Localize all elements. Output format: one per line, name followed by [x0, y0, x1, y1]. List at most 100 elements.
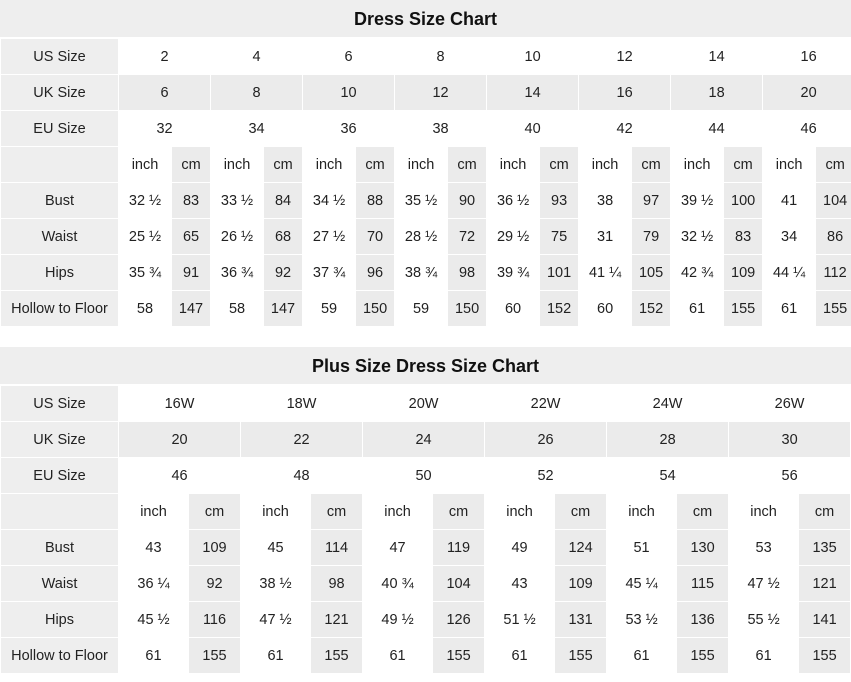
- measurement-cm-value: 150: [447, 290, 488, 327]
- measurement-cm-value: 92: [187, 565, 242, 602]
- size-chart-plus: Plus Size Dress Size Chart US Size 16W 18W 2…: [0, 347, 851, 674]
- eu-size-cell: 36: [302, 110, 396, 147]
- measurement-cm-value: 155: [798, 637, 851, 674]
- unit-header-cm: cm: [170, 146, 212, 183]
- uk-size-cell: 28: [606, 421, 730, 458]
- size-table: US Size 2 4 6 8 10 12 14 16 UK Size 6 8 10 12 14 16 18 20…: [0, 38, 851, 327]
- measurement-cm-value: 155: [432, 637, 486, 674]
- uk-size-cell: 10: [302, 74, 396, 111]
- measurement-cm-value: 100: [723, 182, 764, 219]
- measurement-inch-value: 59: [302, 290, 357, 327]
- us-size-cell: 6: [302, 38, 396, 75]
- measurement-cm-value: 86: [815, 218, 851, 255]
- measurement-inch-value: 34 ½: [302, 182, 357, 219]
- table-row-measurement: Hollow to Floor 58 147 58 147 59 150 59 150 60 152…: [0, 290, 851, 327]
- row-label: EU Size: [0, 110, 119, 147]
- measurement-inch-value: 38 ½: [240, 565, 312, 602]
- measurement-inch-value: 45 ½: [118, 601, 189, 638]
- measurement-inch-value: 38 ¾: [394, 254, 449, 291]
- measurement-label: Hollow to Floor: [0, 290, 119, 327]
- uk-size-cell: 26: [484, 421, 608, 458]
- uk-size-cell: 20: [117, 421, 242, 458]
- measurement-inch-value: 33 ½: [210, 182, 265, 219]
- uk-size-cell: 14: [486, 74, 580, 111]
- table-row-measurement: Waist 25 ½ 65 26 ½ 68 27 ½ 70 28 ½ 72 29 ½ 75 31 79 3…: [0, 218, 851, 255]
- us-size-cell: 4: [210, 38, 304, 75]
- measurement-inch-value: 34: [762, 218, 817, 255]
- measurement-cm-value: 155: [815, 290, 851, 327]
- measurement-cm-value: 124: [554, 529, 608, 566]
- unit-header-cm: cm: [631, 146, 672, 183]
- measurement-cm-value: 147: [263, 290, 304, 327]
- us-size-cell: 16: [762, 38, 851, 75]
- unit-header-cm: cm: [676, 493, 730, 530]
- unit-header-cm: cm: [723, 146, 764, 183]
- table-row-eu-size: EU Size 32 34 36 38 40 42 44 46: [0, 110, 851, 147]
- eu-size-cell: 44: [670, 110, 764, 147]
- eu-size-cell: 38: [394, 110, 488, 147]
- chart-separator: [0, 327, 851, 347]
- measurement-inch-value: 40 ¾: [362, 565, 434, 602]
- measurement-cm-value: 112: [815, 254, 851, 291]
- measurement-inch-value: 61: [728, 637, 800, 674]
- measurement-inch-value: 60: [486, 290, 541, 327]
- measurement-cm-value: 90: [447, 182, 488, 219]
- eu-size-cell: 42: [578, 110, 672, 147]
- row-label-units: [0, 146, 119, 183]
- measurement-inch-value: 61: [362, 637, 434, 674]
- measurement-cm-value: 72: [447, 218, 488, 255]
- table-row-us-size: US Size 2 4 6 8 10 12 14 16: [0, 38, 851, 75]
- measurement-label: Bust: [0, 182, 119, 219]
- measurement-cm-value: 75: [539, 218, 580, 255]
- measurement-label: Bust: [0, 529, 119, 566]
- uk-size-cell: 18: [670, 74, 764, 111]
- measurement-inch-value: 39 ½: [670, 182, 725, 219]
- us-size-cell: 16W: [117, 385, 242, 422]
- us-size-cell: 12: [578, 38, 672, 75]
- measurement-cm-value: 155: [187, 637, 242, 674]
- measurement-inch-value: 60: [578, 290, 633, 327]
- measurement-inch-value: 43: [118, 529, 189, 566]
- measurement-cm-value: 152: [631, 290, 672, 327]
- unit-header-cm: cm: [187, 493, 242, 530]
- measurement-inch-value: 31: [578, 218, 633, 255]
- measurement-cm-value: 141: [798, 601, 851, 638]
- table-row-measurement: Bust 32 ½ 83 33 ½ 84 34 ½ 88 35 ½ 90 36 ½ 93 38 97 39…: [0, 182, 851, 219]
- unit-header-cm: cm: [798, 493, 851, 530]
- measurement-inch-value: 49: [484, 529, 556, 566]
- measurement-inch-value: 26 ½: [210, 218, 265, 255]
- measurement-inch-value: 29 ½: [486, 218, 541, 255]
- measurement-cm-value: 119: [432, 529, 486, 566]
- measurement-inch-value: 58: [118, 290, 172, 327]
- measurement-cm-value: 136: [676, 601, 730, 638]
- eu-size-cell: 32: [117, 110, 212, 147]
- size-table: US Size 16W 18W 20W 22W 24W 26W UK Size 20 22 24 26…: [0, 385, 851, 674]
- uk-size-cell: 24: [362, 421, 486, 458]
- measurement-inch-value: 27 ½: [302, 218, 357, 255]
- measurement-inch-value: 47: [362, 529, 434, 566]
- table-row-measurement: Hollow to Floor 61 155 61 155 61 155 61 155 61 155…: [0, 637, 851, 674]
- measurement-cm-value: 155: [676, 637, 730, 674]
- row-label: UK Size: [0, 74, 119, 111]
- unit-header-inch: inch: [302, 146, 357, 183]
- measurement-inch-value: 36 ¾: [210, 254, 265, 291]
- uk-size-cell: 16: [578, 74, 672, 111]
- measurement-cm-value: 147: [170, 290, 212, 327]
- measurement-inch-value: 61: [606, 637, 678, 674]
- measurement-cm-value: 88: [355, 182, 396, 219]
- size-chart-standard: Dress Size Chart US Size 2 4 6 8 10 12 14 16 UK Si…: [0, 0, 851, 327]
- eu-size-cell: 54: [606, 457, 730, 494]
- unit-header-cm: cm: [554, 493, 608, 530]
- unit-header-inch: inch: [240, 493, 312, 530]
- table-row-uk-size: UK Size 20 22 24 26 28 30: [0, 421, 851, 458]
- unit-header-inch: inch: [762, 146, 817, 183]
- measurement-inch-value: 53: [728, 529, 800, 566]
- measurement-inch-value: 28 ½: [394, 218, 449, 255]
- measurement-inch-value: 61: [484, 637, 556, 674]
- unit-header-inch: inch: [578, 146, 633, 183]
- measurement-cm-value: 104: [815, 182, 851, 219]
- measurement-inch-value: 51: [606, 529, 678, 566]
- measurement-cm-value: 84: [263, 182, 304, 219]
- measurement-cm-value: 93: [539, 182, 580, 219]
- uk-size-cell: 22: [240, 421, 364, 458]
